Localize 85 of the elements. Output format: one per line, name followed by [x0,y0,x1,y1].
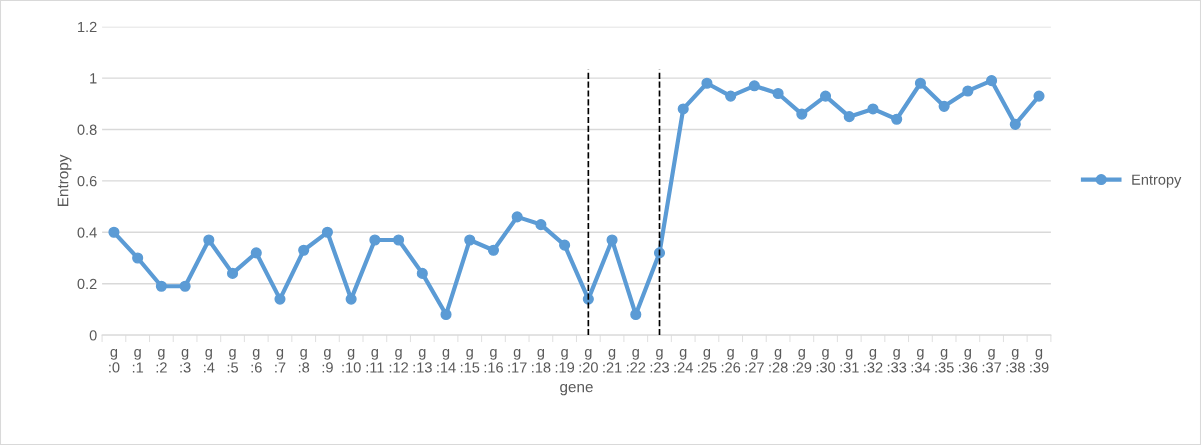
point [203,234,215,246]
x-tick-label: g:25 [698,348,717,373]
point [179,280,191,292]
x-tick-label: g:1 [132,348,144,373]
point [226,267,239,279]
x-tick-label: g:24 [674,348,693,373]
y-tick-label: 1.2 [78,21,97,32]
point [464,234,476,246]
point [274,293,286,305]
point [962,85,974,97]
x-tick-label: g:34 [911,348,931,373]
x-tick-label: g:7 [275,348,286,373]
x-tick-label: g:9 [322,348,333,373]
point [796,108,808,120]
point [606,234,618,246]
point [914,77,926,89]
x-tick-label: g:11 [366,348,384,373]
x-tick-label: g:27 [745,348,764,373]
point [108,226,120,238]
x-tick-label: g:4 [204,348,215,373]
x-tick-label: g:20 [579,348,598,373]
point [843,111,855,123]
x-tick-label: g:12 [389,348,408,373]
x-tick-label: g:31 [840,348,859,373]
x-tick-label: g:19 [555,348,575,373]
point [867,103,879,115]
x-tick-label: g:28 [769,348,788,373]
x-tick-label: g:37 [982,348,1001,373]
point [155,280,167,292]
x-tick-label: g:32 [864,348,883,373]
x-tick-label: g:26 [721,348,741,373]
point [393,234,405,246]
point [416,267,428,279]
x-tick-label: g:17 [508,348,527,373]
x-tick-label: g:38 [1006,348,1025,373]
y-tick-label: 0.8 [77,124,97,135]
point [1033,90,1045,102]
legend-label: Entropy [1132,174,1182,188]
point [250,247,262,259]
x-tick-label: g:35 [935,348,954,373]
point [1009,118,1021,130]
x-tick-label: g:2 [156,348,167,373]
x-tick-label: g:6 [251,348,262,373]
point [511,211,523,223]
point [772,87,784,100]
y-axis-title: Entropy [57,154,72,206]
point [132,252,144,264]
point [725,90,737,102]
y-tick-label: 0.2 [77,278,97,290]
point [819,90,832,102]
point [938,100,950,112]
y-tick-label: 0.4 [77,227,97,238]
x-tick-label: g:18 [532,348,551,373]
point [701,77,713,89]
x-tick-label: g:15 [460,348,480,373]
x-tick-label: g:23 [650,348,669,373]
x-tick-label: g:3 [180,348,191,373]
point [535,219,547,231]
x-tick-label: g:16 [484,348,503,373]
point [321,226,333,238]
y-tick-label: 1 [90,73,97,84]
x-tick-label: g:8 [298,348,310,373]
x-tick-label: g:5 [227,348,239,373]
point [298,244,310,256]
x-tick-label: g:10 [342,348,361,373]
x-tick-label: g:0 [109,348,120,373]
point [748,80,760,92]
x-axis-title: gene [560,383,593,396]
x-tick-label: g:13 [413,348,432,373]
x-tick-label: g:22 [626,348,646,373]
point [369,234,381,246]
point [891,113,903,125]
x-tick-label: g:33 [887,348,907,373]
x-tick-label: g:29 [793,348,812,373]
point [677,103,689,115]
x-tick-label: g:39 [1030,348,1049,373]
point [986,75,998,87]
x-tick-label: g:36 [959,348,978,373]
point [487,244,500,256]
y-tick-label: 0.6 [77,175,97,187]
y-tick-label: 0 [89,330,97,341]
x-tick-label: g:30 [816,348,836,373]
point [559,239,571,251]
x-tick-label: g:21 [603,348,622,373]
x-tick-label: g:14 [437,348,456,373]
